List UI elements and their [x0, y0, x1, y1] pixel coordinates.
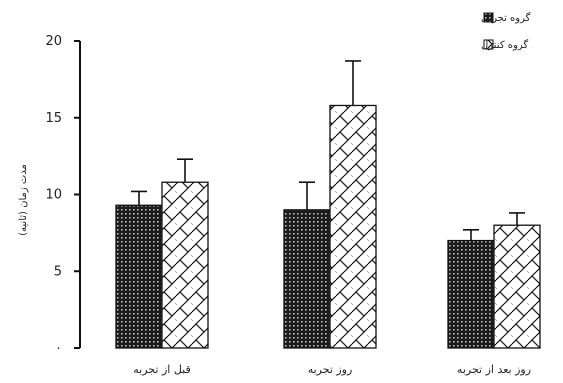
- y-tick-label: 15: [45, 111, 62, 126]
- bar-control: [161, 181, 209, 349]
- legend-label-control: گروه کنترل: [481, 39, 528, 51]
- legend-label-experimental: گروه تجربی: [481, 12, 531, 24]
- bars: [115, 60, 541, 349]
- y-tick-label: 5: [54, 264, 62, 279]
- y-tick-label: 10: [45, 188, 62, 203]
- bar-experimental: [283, 209, 331, 349]
- y-axis: ۰ 5 10 15 20: [45, 34, 81, 356]
- bar-experimental: [447, 239, 495, 349]
- bar-experimental: [115, 204, 163, 349]
- x-category-label: روز تجربه: [308, 363, 353, 376]
- legend-swatch-control: [483, 39, 494, 50]
- x-category-label: قبل از تجربه: [133, 363, 190, 376]
- y-tick-label: ۰: [55, 341, 62, 356]
- x-category-label: روز بعد از تجربه: [457, 363, 531, 376]
- y-axis-title: مدت زمان (ثانیه): [18, 164, 29, 236]
- legend: گروه تجربی گروه کنترل: [481, 12, 531, 51]
- legend-swatch-experimental: [483, 12, 494, 23]
- category-labels: قبل از تجربه روز تجربه روز بعد از تجربه: [133, 363, 531, 376]
- bar-control: [329, 104, 377, 349]
- bar-control: [493, 224, 541, 349]
- y-tick-label: 20: [45, 34, 62, 49]
